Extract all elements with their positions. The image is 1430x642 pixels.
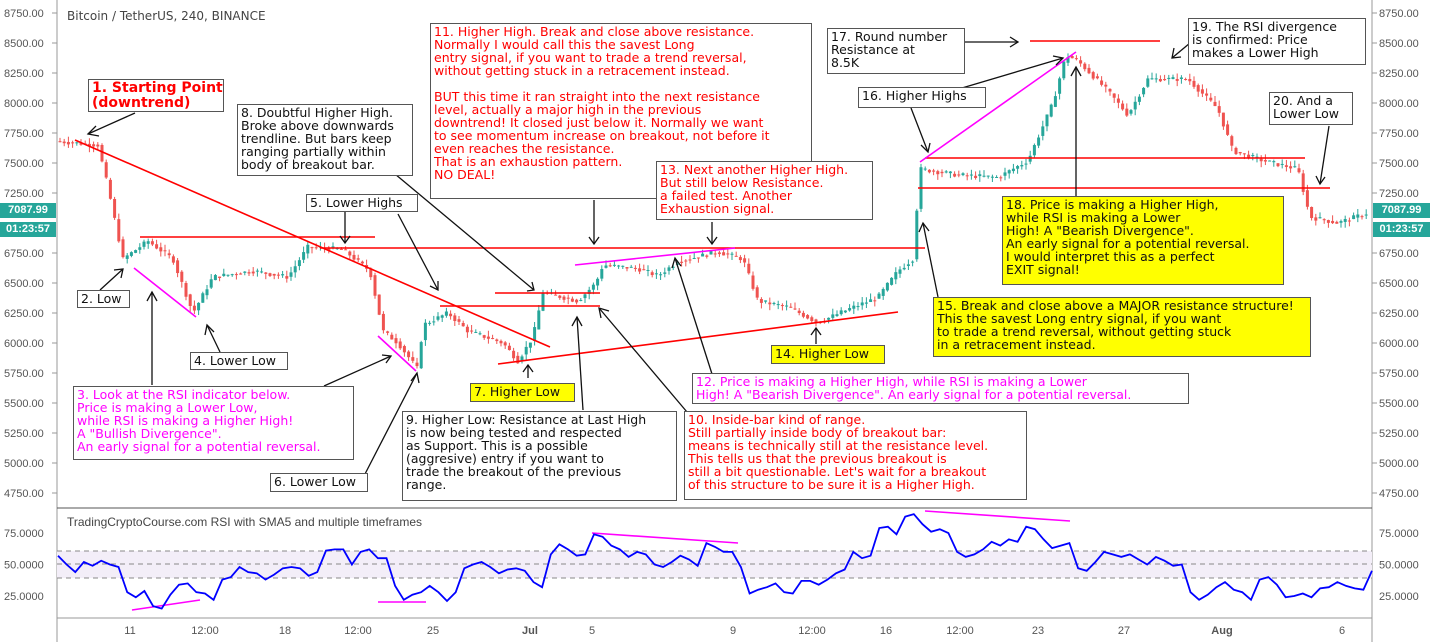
price-tick-label: 5000.00 <box>1379 458 1419 470</box>
time-tick-label: 18 <box>279 625 291 637</box>
rsi-axis: 75.0000 75.0000 50.0000 50.0000 25.0000 25.00… <box>4 528 1419 603</box>
price-tick-label: 5250.00 <box>1379 428 1419 440</box>
time-tick-label: 5 <box>589 625 595 637</box>
note-15-major-breakout[interactable]: 15. Break and close above a MAJOR resist… <box>933 297 1311 357</box>
svg-text:25.0000: 25.0000 <box>1379 591 1419 603</box>
price-tick-label: 7500.00 <box>4 158 44 170</box>
note-8-doubtful-higher-high[interactable]: 8. Doubtful Higher High. Broke above dow… <box>237 104 413 176</box>
price-tick-label: 8250.00 <box>1379 68 1419 80</box>
time-tick-label: 9 <box>730 625 736 637</box>
note-18-bearish-divergence-exit[interactable]: 18. Price is making a Higher High, while… <box>1002 196 1284 285</box>
price-tick-label: 8000.00 <box>1379 98 1419 110</box>
time-tick-label: Jul <box>522 625 538 637</box>
rsi-line <box>57 513 1373 610</box>
symbol-title: Bitcoin / TetherUS, 240, BINANCE <box>67 9 266 23</box>
time-tick-label: 12:00 <box>798 625 826 637</box>
price-tick-label: 7250.00 <box>1379 188 1419 200</box>
price-tick-label: 6750.00 <box>1379 248 1419 260</box>
price-tick-label: 5750.00 <box>1379 368 1419 380</box>
note-3-bullish-divergence[interactable]: 3. Look at the RSI indicator below. Pric… <box>73 386 354 460</box>
svg-text:50.0000: 50.0000 <box>4 560 44 572</box>
last-price-tag-right: 7087.99 <box>1373 203 1430 218</box>
price-tick-label: 5000.00 <box>4 458 44 470</box>
time-tick-label: 27 <box>1118 625 1130 637</box>
price-tick-label: 6500.00 <box>4 278 44 290</box>
price-tick-label: 8250.00 <box>4 68 44 80</box>
price-tick-label: 6750.00 <box>4 248 44 260</box>
price-axis-left[interactable]: 8750.00 8500.00 8250.00 8000.00 7750.00 7500.… <box>4 8 57 500</box>
price-tick-label: 4750.00 <box>4 488 44 500</box>
annotation-arrows <box>86 36 1330 475</box>
svg-text:75.0000: 75.0000 <box>4 528 44 540</box>
price-tick-label: 5250.00 <box>4 428 44 440</box>
price-tick-label: 7500.00 <box>1379 158 1419 170</box>
time-tick-label: Aug <box>1211 625 1232 637</box>
note-16-higher-highs[interactable]: 16. Higher Highs <box>858 87 986 108</box>
note-19-divergence-confirmed[interactable]: 19. The RSI divergence is confirmed: Pri… <box>1188 18 1366 65</box>
svg-text:75.0000: 75.0000 <box>1379 528 1419 540</box>
rsi-indicator-title[interactable]: TradingCryptoCourse.com RSI with SMA5 an… <box>67 515 423 529</box>
price-tick-label: 7750.00 <box>1379 128 1419 140</box>
note-5-lower-highs[interactable]: 5. Lower Highs <box>306 194 418 212</box>
time-tick-label: 23 <box>1032 625 1044 637</box>
countdown-tag-right: 01:23:57 <box>1373 222 1430 237</box>
note-10-inside-bar-range[interactable]: 10. Inside-bar kind of range. Still part… <box>684 411 1027 500</box>
last-price-tag-left: 7087.99 <box>0 203 56 218</box>
svg-text:50.0000: 50.0000 <box>1379 560 1419 572</box>
time-tick-label: 11 <box>124 625 135 637</box>
price-tick-label: 7250.00 <box>4 188 44 200</box>
note-4-lower-low[interactable]: 4. Lower Low <box>190 352 288 370</box>
rsi-levels <box>57 550 1372 579</box>
note-20-lower-low[interactable]: 20. And a Lower Low <box>1269 92 1353 125</box>
svg-text:25.0000: 25.0000 <box>4 591 44 603</box>
time-tick-label: 12:00 <box>191 625 219 637</box>
note-13-another-higher-high[interactable]: 13. Next another Higher High. But still … <box>656 161 873 220</box>
price-tick-label: 8500.00 <box>4 38 44 50</box>
note-14-higher-low[interactable]: 14. Higher Low <box>771 345 885 364</box>
price-tick-label: 6500.00 <box>1379 278 1419 290</box>
note-12-bearish-divergence[interactable]: 12. Price is making a Higher High, while… <box>692 373 1189 404</box>
price-tick-label: 8000.00 <box>4 98 44 110</box>
time-tick-label: 12:00 <box>946 625 974 637</box>
price-tick-label: 7750.00 <box>4 128 44 140</box>
divergence-lines <box>131 51 1077 611</box>
price-tick-label: 6000.00 <box>4 338 44 350</box>
price-tick-label: 5500.00 <box>4 398 44 410</box>
price-axis-right[interactable]: 8750.00 8500.00 8250.00 8000.00 7750.00 7500.… <box>1372 8 1419 500</box>
trendlines <box>74 40 1330 365</box>
time-axis[interactable]: 11 12:00 18 12:00 25 Jul 5 9 12:00 16 12:00 23 27 Aug… <box>124 625 1345 637</box>
note-2-low[interactable]: 2. Low <box>77 290 130 308</box>
note-9-higher-low-support[interactable]: 9. Higher Low: Resistance at Last High i… <box>402 411 677 501</box>
price-tick-label: 6250.00 <box>1379 308 1419 320</box>
time-tick-label: 25 <box>427 625 439 637</box>
countdown-tag-left: 01:23:57 <box>0 222 56 237</box>
price-tick-label: 5750.00 <box>4 368 44 380</box>
note-17-round-number-resistance[interactable]: 17. Round number Resistance at 8.5K <box>827 28 965 74</box>
price-tick-label: 8750.00 <box>1379 8 1419 20</box>
price-tick-label: 4750.00 <box>1379 488 1419 500</box>
time-tick-label: 12:00 <box>344 625 372 637</box>
note-6-lower-low[interactable]: 6. Lower Low <box>270 473 368 492</box>
price-tick-label: 6000.00 <box>1379 338 1419 350</box>
price-tick-label: 5500.00 <box>1379 398 1419 410</box>
time-tick-label: 16 <box>880 625 892 637</box>
price-tick-label: 6250.00 <box>4 308 44 320</box>
price-tick-label: 8500.00 <box>1379 38 1419 50</box>
note-7-higher-low[interactable]: 7. Higher Low <box>470 383 575 402</box>
note-1-starting-point[interactable]: 1. Starting Point (downtrend) <box>88 79 224 112</box>
price-tick-label: 8750.00 <box>4 8 44 20</box>
time-tick-label: 6 <box>1339 625 1345 637</box>
